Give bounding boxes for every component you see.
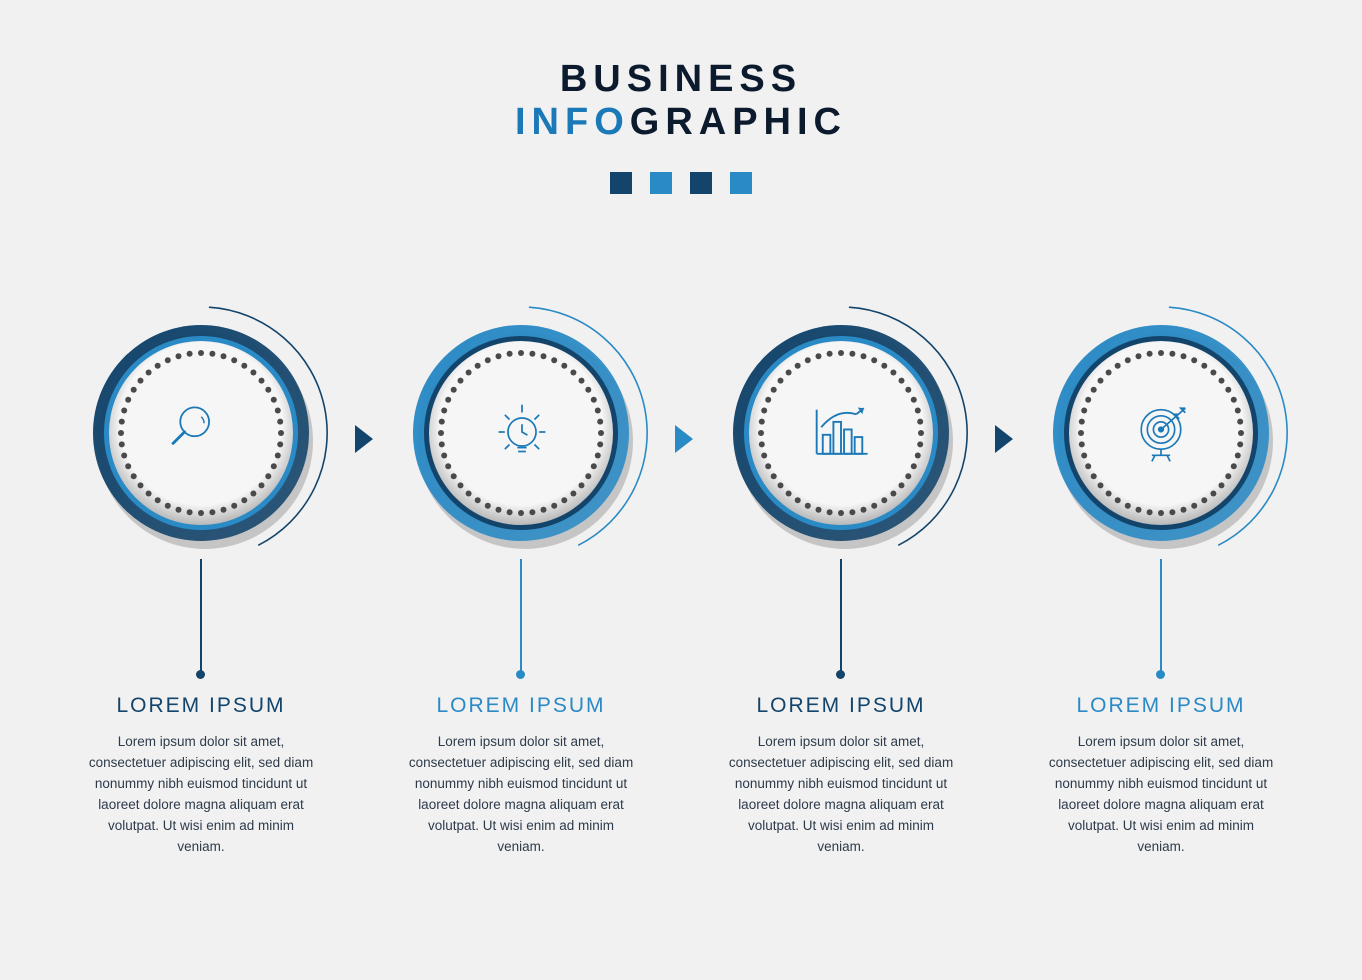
step-circle xyxy=(391,303,651,563)
step-title: LOREM IPSUM xyxy=(756,694,925,718)
decorative-square xyxy=(730,172,752,194)
decorative-square xyxy=(650,172,672,194)
step-2: LOREM IPSUM Lorem ipsum dolor sit amet, c… xyxy=(391,303,651,858)
title-line-2: INFOGRAPHIC xyxy=(0,101,1362,144)
step-title: LOREM IPSUM xyxy=(436,694,605,718)
connector-arrow-icon xyxy=(355,425,373,453)
step-body: Lorem ipsum dolor sit amet, consectetuer… xyxy=(1046,732,1276,858)
step-4: LOREM IPSUM Lorem ipsum dolor sit amet, c… xyxy=(1031,303,1291,858)
connector-line xyxy=(840,559,842,674)
step-title: LOREM IPSUM xyxy=(1076,694,1245,718)
step-circle xyxy=(711,303,971,563)
step-circle xyxy=(1031,303,1291,563)
step-3: LOREM IPSUM Lorem ipsum dolor sit amet, c… xyxy=(711,303,971,858)
step-title: LOREM IPSUM xyxy=(116,694,285,718)
connector-line xyxy=(1160,559,1162,674)
step-circle xyxy=(71,303,331,563)
connector-line xyxy=(200,559,202,674)
step-body: Lorem ipsum dolor sit amet, consectetuer… xyxy=(406,732,636,858)
title-rest: GRAPHIC xyxy=(630,101,847,143)
connector-line xyxy=(520,559,522,674)
decorative-square xyxy=(610,172,632,194)
step-body: Lorem ipsum dolor sit amet, consectetuer… xyxy=(86,732,316,858)
connector-arrow-icon xyxy=(675,425,693,453)
header: BUSINESS INFOGRAPHIC xyxy=(0,0,1362,194)
title-prefix: INFO xyxy=(515,101,630,143)
title-line-1: BUSINESS xyxy=(0,58,1362,101)
decorative-squares xyxy=(0,172,1362,194)
decorative-square xyxy=(690,172,712,194)
step-body: Lorem ipsum dolor sit amet, consectetuer… xyxy=(726,732,956,858)
steps-row: LOREM IPSUM Lorem ipsum dolor sit amet, c… xyxy=(0,303,1362,858)
connector-arrow-icon xyxy=(995,425,1013,453)
step-1: LOREM IPSUM Lorem ipsum dolor sit amet, c… xyxy=(71,303,331,858)
